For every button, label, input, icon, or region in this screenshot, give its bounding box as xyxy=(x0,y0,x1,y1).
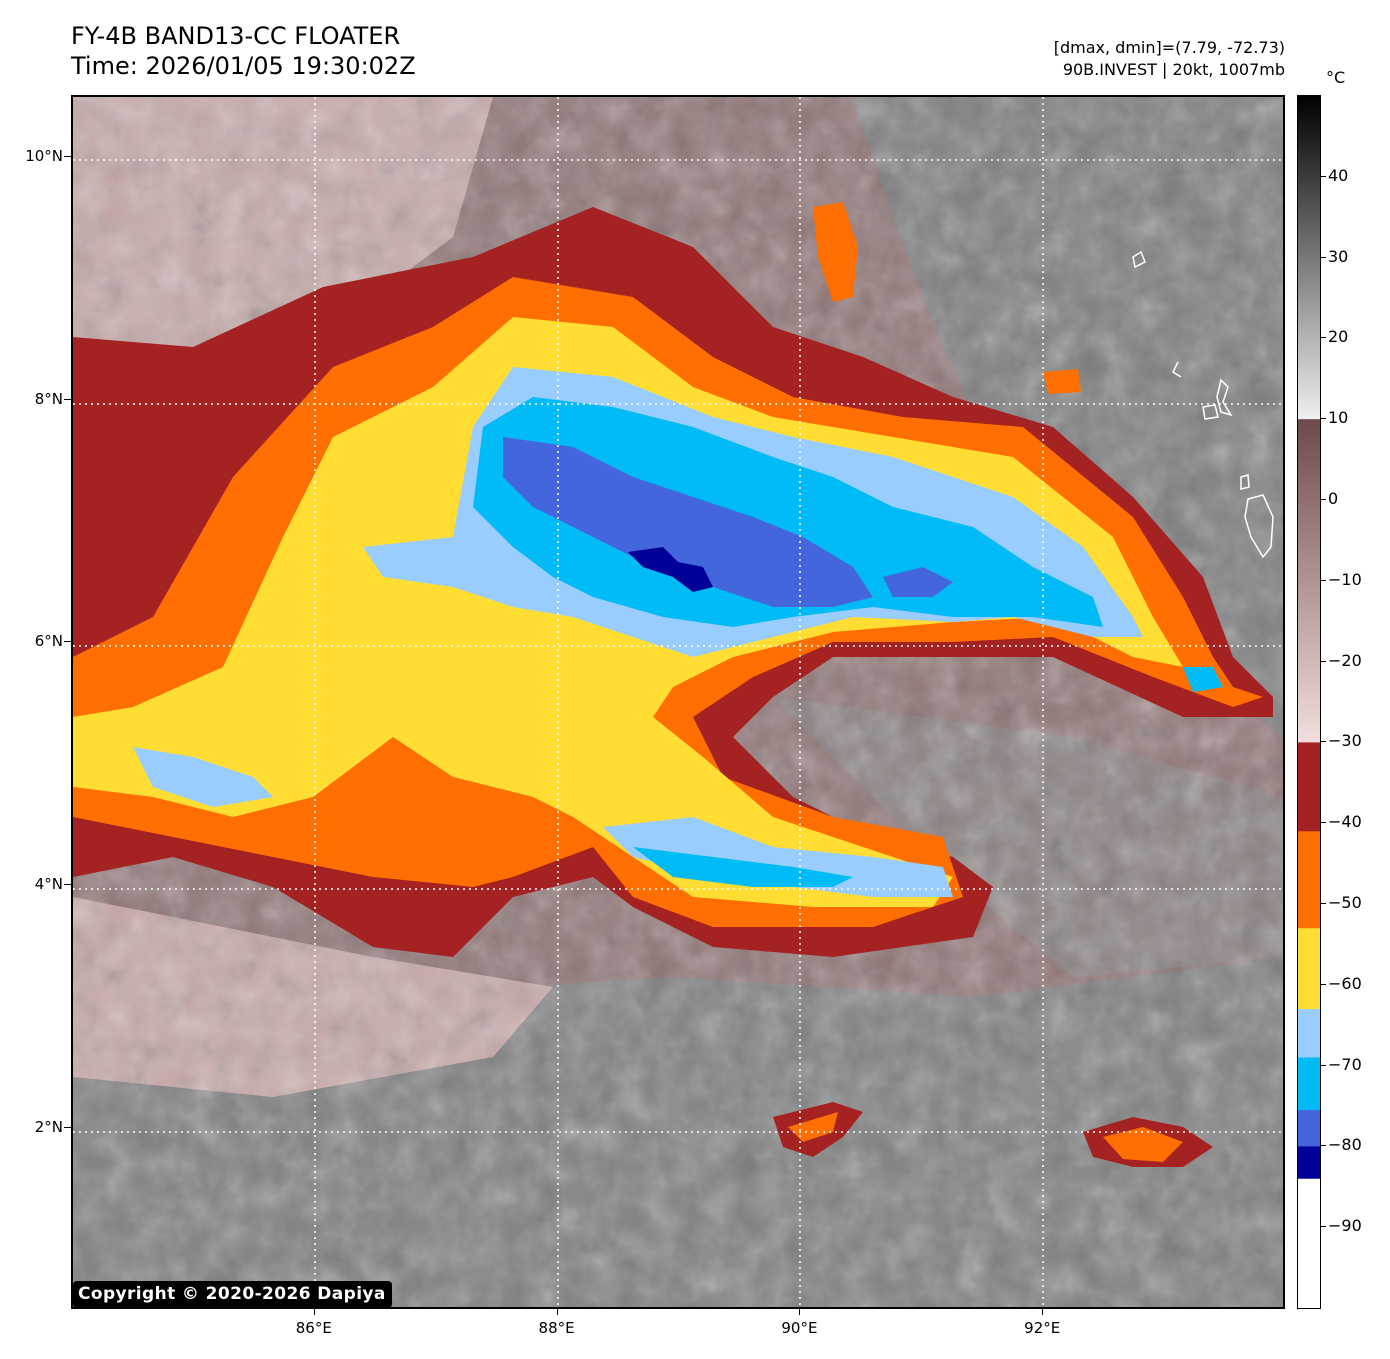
x-tick-mark xyxy=(1042,1309,1044,1315)
colorbar-tick-label: −70 xyxy=(1328,1054,1362,1074)
colorbar-tick-mark xyxy=(1321,256,1326,258)
colorbar-segment xyxy=(1298,1057,1320,1111)
colorbar-tick-label: 20 xyxy=(1328,327,1349,347)
cloud-cyan xyxy=(473,397,1103,627)
cloud-blue-east xyxy=(883,567,953,597)
colorbar-tick-mark xyxy=(1321,660,1326,662)
colorbar-tick-label: −90 xyxy=(1328,1216,1362,1236)
y-tick-label: 4°N xyxy=(34,875,63,894)
cell-northeast xyxy=(1043,369,1081,394)
colorbar-tick-label: 10 xyxy=(1328,408,1349,428)
colorbar-segment xyxy=(1298,1146,1320,1180)
colorbar-segment xyxy=(1298,928,1320,1010)
y-tick-label: 10°N xyxy=(25,146,63,165)
cloud-navy-core xyxy=(628,547,713,592)
colorbar-tick-mark xyxy=(1321,579,1326,581)
cell-north xyxy=(813,202,858,302)
graticule xyxy=(73,97,1283,1307)
x-tick-label: 92°E xyxy=(1024,1319,1061,1337)
colorbar-tick-mark xyxy=(1321,337,1326,339)
colorbar-tick-label: −60 xyxy=(1328,973,1362,993)
colorbar-segment xyxy=(1298,1009,1320,1059)
y-tick-label: 2°N xyxy=(34,1117,63,1136)
copyright-badge: Copyright © 2020-2026 Dapiya xyxy=(73,1281,392,1308)
title-line-2: Time: 2026/01/05 19:30:02Z xyxy=(71,52,416,80)
island-5 xyxy=(1240,474,1250,490)
x-tick-mark xyxy=(313,1309,315,1315)
y-tick-mark xyxy=(64,1126,71,1128)
colorbar-segment xyxy=(1298,96,1320,420)
colorbar-segment xyxy=(1298,1110,1320,1147)
colorbar-unit: °C xyxy=(1326,68,1346,87)
colorbar-tick-mark xyxy=(1321,1226,1326,1228)
colorbar-segment xyxy=(1298,419,1320,743)
colorbar-tick-label: −20 xyxy=(1328,650,1362,670)
colorbar-tick-mark xyxy=(1321,741,1326,743)
colorbar-tick-mark xyxy=(1321,175,1326,177)
y-tick-label: 6°N xyxy=(34,632,63,651)
colorbar-gradient xyxy=(1298,96,1320,1308)
colorbar-tick-mark xyxy=(1321,1145,1326,1147)
x-tick-label: 86°E xyxy=(295,1319,332,1337)
cloud-blue xyxy=(503,437,873,607)
cloud-cyan-east xyxy=(1183,667,1223,692)
island-2 xyxy=(1172,361,1182,378)
x-tick-label: 88°E xyxy=(538,1319,575,1337)
cell-south-2-core xyxy=(1103,1127,1183,1162)
ir-imagery xyxy=(73,97,1283,1307)
colorbar-tick-label: 40 xyxy=(1328,165,1349,185)
colorbar-tick-label: −40 xyxy=(1328,812,1362,832)
colorbar-segment xyxy=(1298,742,1320,832)
island-3 xyxy=(1216,378,1233,417)
island-4 xyxy=(1202,404,1219,420)
range-info: [dmax, dmin]=(7.79, -72.73) xyxy=(1053,38,1285,57)
cloud-cyan-south xyxy=(633,847,853,887)
y-tick-label: 8°N xyxy=(34,389,63,408)
y-tick-mark xyxy=(64,398,71,400)
y-tick-mark xyxy=(64,641,71,643)
colorbar-tick-mark xyxy=(1321,418,1326,420)
colorbar-tick-mark xyxy=(1321,903,1326,904)
title-line-1: FY-4B BAND13-CC FLOATER xyxy=(71,22,401,50)
colorbar-tick-mark xyxy=(1321,822,1326,824)
storm-info: 90B.INVEST | 20kt, 1007mb xyxy=(1062,60,1285,79)
colorbar xyxy=(1297,95,1321,1309)
x-tick-mark xyxy=(556,1309,558,1315)
x-tick-label: 90°E xyxy=(781,1319,818,1337)
y-tick-mark xyxy=(64,155,71,157)
colorbar-segment xyxy=(1298,831,1320,929)
colorbar-tick-mark xyxy=(1321,1064,1326,1066)
colorbar-tick-label: −50 xyxy=(1328,893,1362,912)
x-tick-mark xyxy=(799,1309,801,1315)
colorbar-tick-label: 30 xyxy=(1328,246,1349,266)
cloud-light-blue-south xyxy=(603,817,953,897)
coastlines xyxy=(1132,250,1274,559)
colorbar-tick-label: −10 xyxy=(1328,569,1362,589)
colorbar-tick-mark xyxy=(1321,983,1326,985)
cloud-light-blue-west xyxy=(133,747,273,807)
colorbar-tick-mark xyxy=(1321,499,1326,500)
colorbar-tick-label: −30 xyxy=(1328,731,1362,751)
satellite-map xyxy=(71,95,1285,1309)
cell-south-1-core xyxy=(788,1112,838,1142)
colorbar-tick-label: −80 xyxy=(1328,1135,1362,1155)
island-6 xyxy=(1244,494,1274,559)
island-1 xyxy=(1132,250,1146,269)
colorbar-segment xyxy=(1298,1178,1320,1308)
y-tick-mark xyxy=(64,884,71,886)
colorbar-tick-label: 0 xyxy=(1328,489,1339,508)
